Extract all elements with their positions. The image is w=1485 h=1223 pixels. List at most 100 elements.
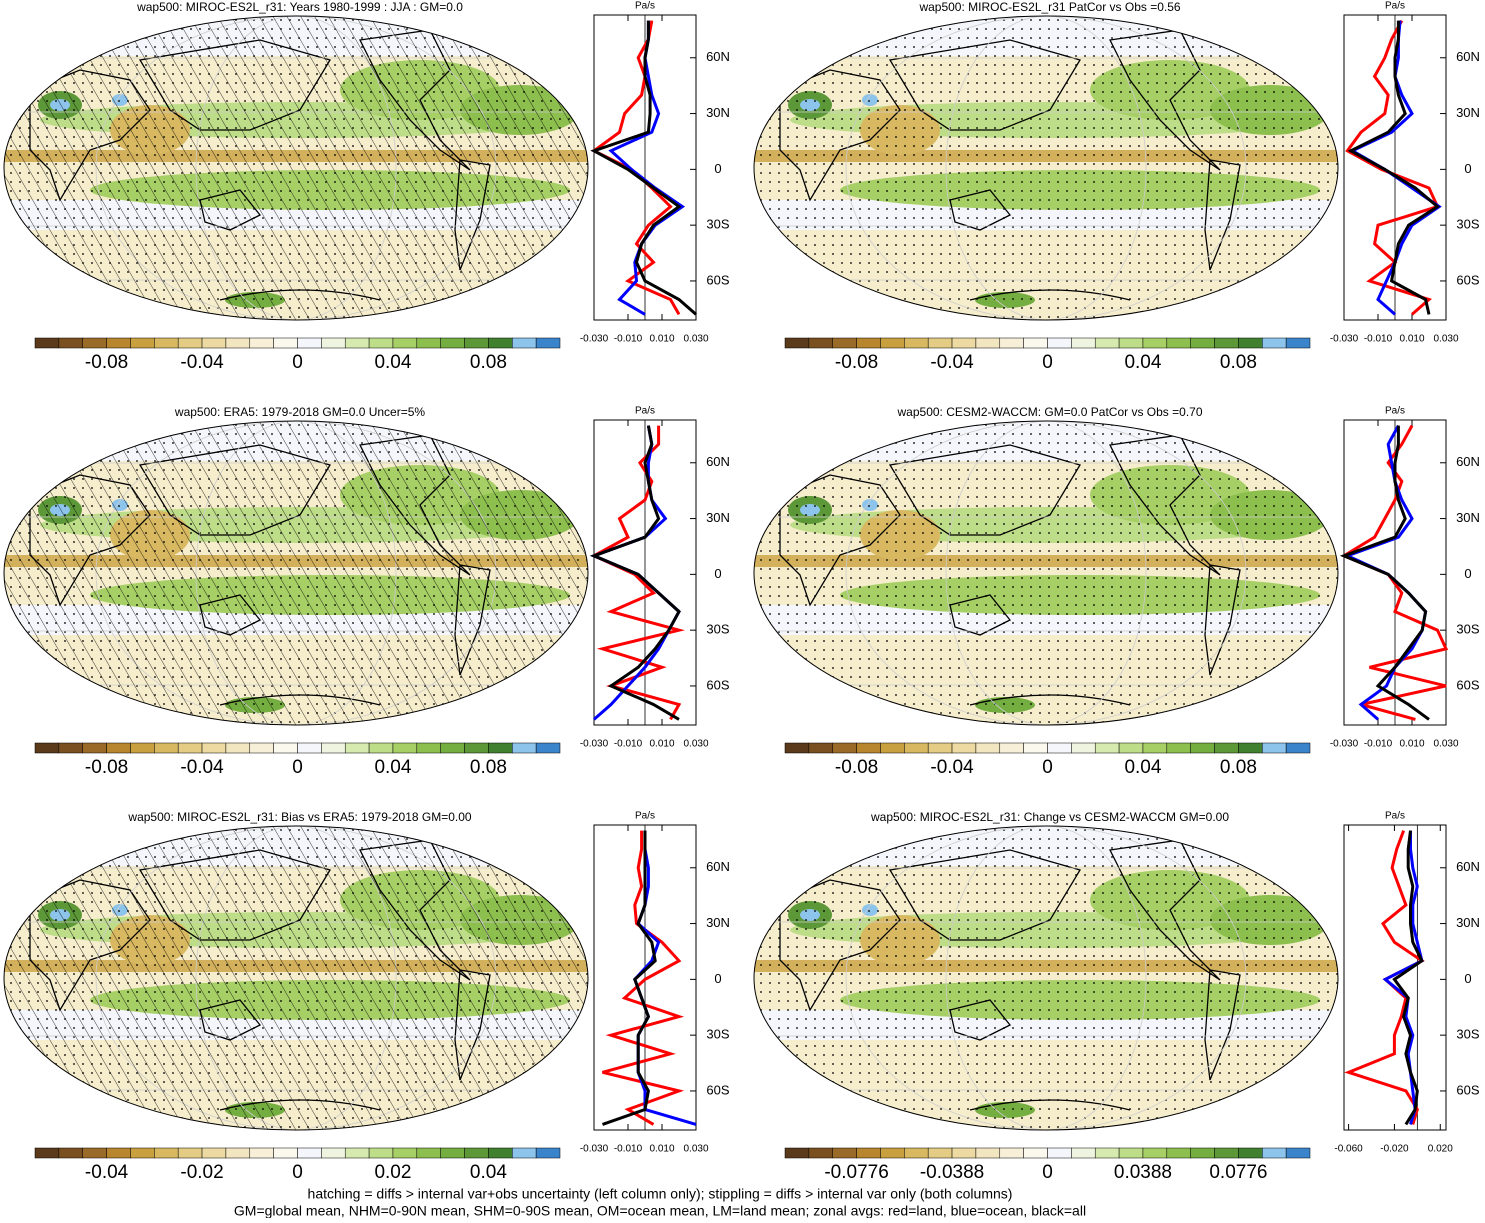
profile-lines bbox=[1344, 830, 1425, 1126]
colorbar-tick-label: 0 bbox=[292, 352, 303, 373]
colorbar-box bbox=[1118, 1147, 1144, 1159]
y-tick-label: 60N bbox=[1456, 859, 1480, 874]
colorbar-box bbox=[512, 742, 537, 754]
panel: wap500: MIROC-ES2L_r31: Bias vs ERA5: 19… bbox=[0, 810, 730, 1183]
panel: wap500: MIROC-ES2L_r31: Years 1980-1999 … bbox=[0, 0, 730, 373]
panel-title: wap500: MIROC-ES2L_r31: Years 1980-1999 … bbox=[136, 0, 463, 14]
panel: wap500: MIROC-ES2L_r31: Change vs CESM2-… bbox=[750, 810, 1480, 1183]
x-tick-label: 0.030 bbox=[683, 334, 708, 345]
colorbar-box bbox=[82, 1147, 107, 1159]
colorbar-box bbox=[225, 337, 251, 349]
colorbar-box bbox=[535, 1147, 561, 1159]
colorbar-box bbox=[1262, 337, 1287, 349]
colorbar-box bbox=[1166, 1147, 1191, 1159]
zonal-mean-line bbox=[602, 830, 685, 1126]
colorbar-tick-label: -0.02 bbox=[180, 1162, 223, 1183]
colorbar-box bbox=[58, 337, 83, 349]
y-tick-label: 0 bbox=[1464, 566, 1471, 581]
x-tick-label: 0.010 bbox=[649, 334, 674, 345]
colorbar-box bbox=[344, 337, 370, 349]
colorbar-box bbox=[1262, 1147, 1287, 1159]
colorbar-box bbox=[201, 742, 227, 754]
y-tick-label: 60S bbox=[1456, 1082, 1479, 1097]
y-tick-label: 30N bbox=[1456, 510, 1480, 525]
y-tick-label: 60S bbox=[706, 1082, 729, 1097]
colorbar-box bbox=[488, 337, 513, 349]
colorbar-box bbox=[927, 742, 953, 754]
x-tick-label: -0.030 bbox=[580, 334, 609, 345]
y-tick-label: 0 bbox=[714, 566, 721, 581]
map bbox=[750, 810, 1350, 1140]
colorbar-tick-label: -0.0388 bbox=[920, 1162, 984, 1183]
colorbar-box bbox=[225, 1147, 251, 1159]
y-tick-label: 60S bbox=[1456, 272, 1479, 287]
colorbar-tick-label: 0.08 bbox=[1220, 757, 1257, 778]
colorbar-box bbox=[58, 1147, 83, 1159]
unit-label: Pa/s bbox=[1385, 811, 1405, 822]
colorbar-box bbox=[416, 337, 441, 349]
colorbar-tick-label: 0.02 bbox=[374, 1162, 411, 1183]
colorbar-tick-label: 0 bbox=[1042, 352, 1053, 373]
panel-title: wap500: MIROC-ES2L_r31 PatCor vs Obs =0.… bbox=[918, 0, 1180, 14]
colorbar-box bbox=[1166, 337, 1191, 349]
colorbar-box bbox=[975, 1147, 1001, 1159]
colorbar-box bbox=[34, 742, 60, 754]
colorbar-box bbox=[1047, 1147, 1072, 1159]
colorbar-box bbox=[999, 742, 1024, 754]
colorbar-box bbox=[1285, 742, 1311, 754]
y-tick-label: 30N bbox=[1456, 105, 1480, 120]
zonal-mean-line bbox=[590, 20, 697, 316]
colorbar-box bbox=[975, 337, 1001, 349]
footer-line: hatching = diffs > internal var+obs unce… bbox=[308, 1186, 1013, 1202]
colorbar-box bbox=[58, 742, 83, 754]
colorbar-box bbox=[832, 337, 857, 349]
colorbar-box bbox=[999, 337, 1024, 349]
colorbar-box bbox=[273, 742, 298, 754]
panel-title: wap500: MIROC-ES2L_r31: Change vs CESM2-… bbox=[870, 810, 1229, 824]
unit-label: Pa/s bbox=[635, 811, 655, 822]
x-tick-label: -0.030 bbox=[580, 739, 609, 750]
x-tick-label: -0.010 bbox=[614, 334, 643, 345]
y-tick-label: 0 bbox=[714, 971, 721, 986]
colorbar-box bbox=[784, 337, 810, 349]
x-tick-label: 0.020 bbox=[1428, 1144, 1453, 1155]
y-tick-label: 60S bbox=[1456, 677, 1479, 692]
y-tick-label: 60N bbox=[1456, 454, 1480, 469]
colorbar-box bbox=[416, 1147, 441, 1159]
hatching bbox=[4, 16, 588, 320]
y-tick-label: 0 bbox=[1464, 161, 1471, 176]
y-tick-label: 30N bbox=[706, 510, 730, 525]
x-tick-label: -0.010 bbox=[614, 1144, 643, 1155]
colorbar-box bbox=[225, 742, 251, 754]
colorbar-box bbox=[368, 742, 394, 754]
colorbar-box bbox=[82, 337, 107, 349]
colorbar-box bbox=[344, 1147, 370, 1159]
map bbox=[750, 405, 1350, 735]
colorbar-tick-label: 0.04 bbox=[1124, 352, 1161, 373]
x-tick-label: 0.010 bbox=[1399, 739, 1424, 750]
panel-title: wap500: MIROC-ES2L_r31: Bias vs ERA5: 19… bbox=[127, 810, 472, 824]
colorbar-tick-label: -0.04 bbox=[930, 757, 974, 778]
colorbar-box bbox=[177, 337, 203, 349]
colorbar-box bbox=[440, 1147, 465, 1159]
colorbar-box bbox=[1190, 742, 1215, 754]
colorbar-tick-label: -0.08 bbox=[85, 757, 128, 778]
colorbar-box bbox=[832, 1147, 857, 1159]
colorbar-box bbox=[1190, 337, 1215, 349]
colorbar-box bbox=[249, 742, 274, 754]
colorbar-tick-label: -0.04 bbox=[930, 352, 974, 373]
colorbar-box bbox=[904, 337, 929, 349]
panel: wap500: ERA5: 1979-2018 GM=0.0 Uncer=5% -… bbox=[0, 405, 730, 778]
colorbar-box bbox=[832, 742, 857, 754]
unit-label: Pa/s bbox=[635, 1, 655, 12]
x-tick-label: 0.030 bbox=[1433, 739, 1458, 750]
colorbar-box bbox=[1094, 337, 1120, 349]
profile-lines bbox=[1339, 424, 1449, 721]
colorbar-box bbox=[856, 1147, 881, 1159]
colorbar-box bbox=[927, 337, 953, 349]
colorbar-box bbox=[392, 742, 418, 754]
colorbar-tick-label: 0.0388 bbox=[1114, 1162, 1172, 1183]
x-tick-label: -0.010 bbox=[1364, 334, 1393, 345]
y-tick-label: 60N bbox=[706, 454, 730, 469]
